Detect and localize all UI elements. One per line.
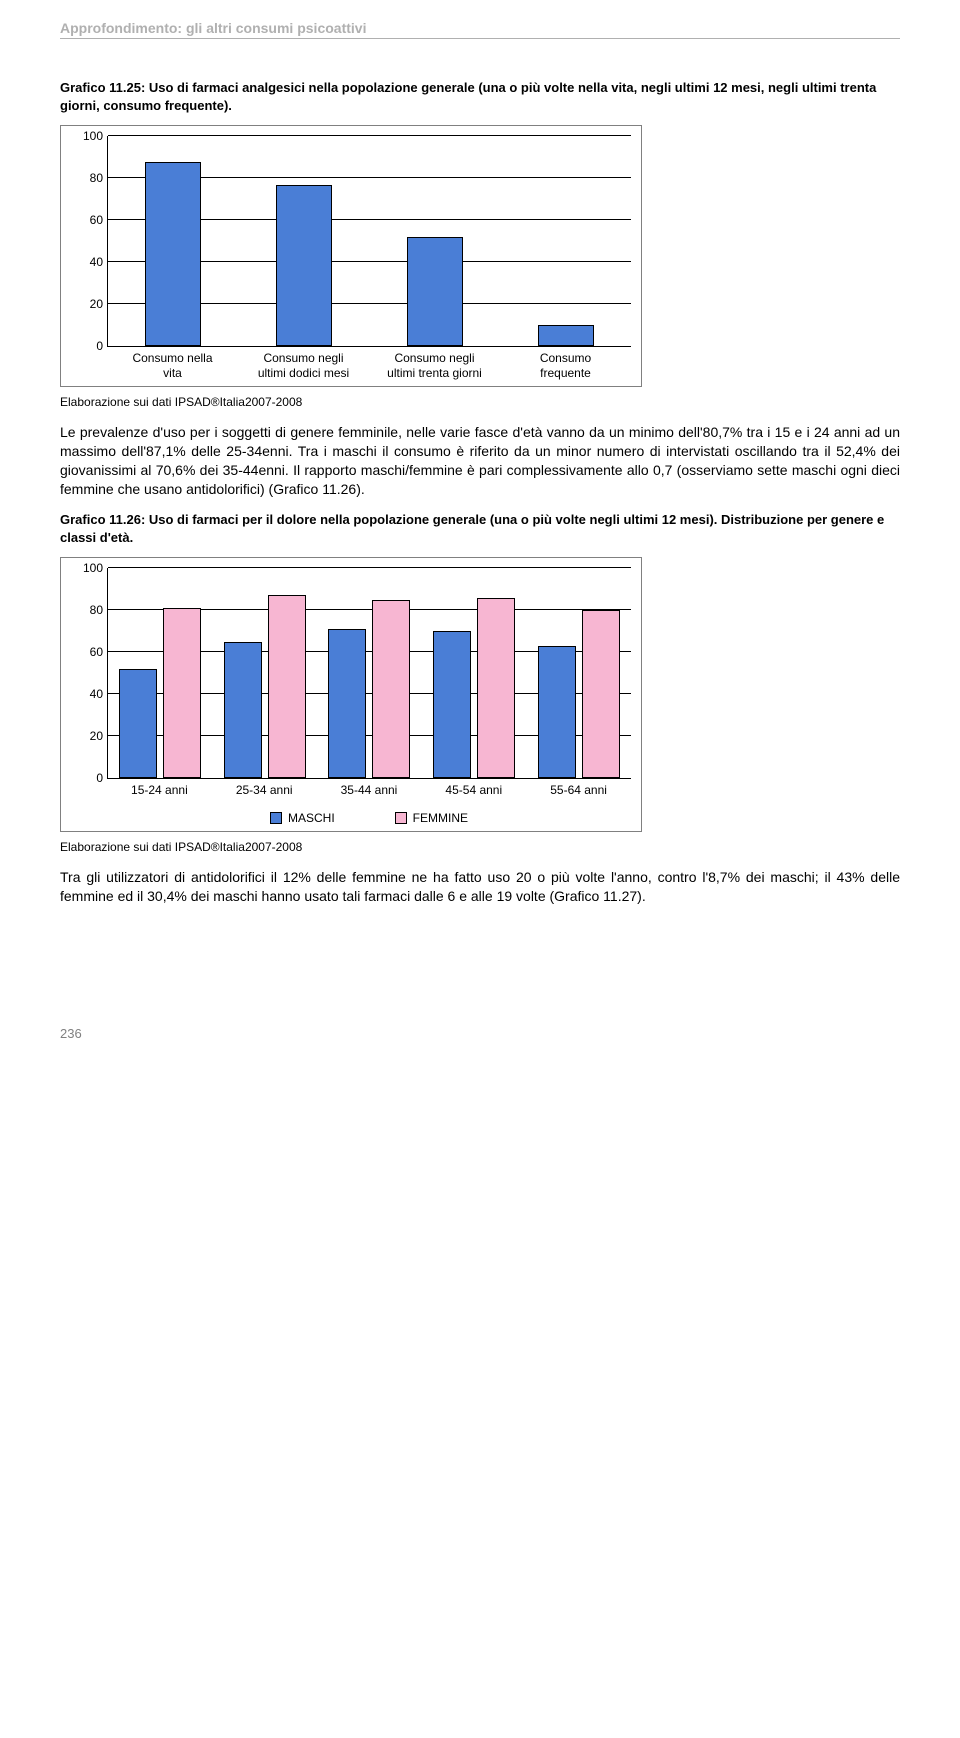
chart1-caption: Grafico 11.25: Uso di farmaci analgesici…	[60, 79, 900, 115]
x-label: 25-34 anni	[212, 783, 317, 797]
chart2-source: Elaborazione sui dati IPSAD®Italia2007-2…	[60, 840, 900, 854]
y-tick: 80	[71, 171, 103, 185]
chart1: 020406080100 Consumo nellavitaConsumo ne…	[60, 125, 642, 387]
y-tick: 60	[71, 213, 103, 227]
page-number: 236	[60, 1026, 900, 1041]
chart1-source: Elaborazione sui dati IPSAD®Italia2007-2…	[60, 395, 900, 409]
bar-maschi	[119, 669, 157, 778]
bar-group	[500, 136, 631, 346]
x-label: 35-44 anni	[317, 783, 422, 797]
y-tick: 60	[71, 645, 103, 659]
paragraph-2: Tra gli utilizzatori di antidolorifici i…	[60, 868, 900, 906]
bar	[276, 185, 332, 347]
bar-group	[317, 568, 422, 778]
x-label: Consumo negliultimi trenta giorni	[369, 351, 500, 380]
x-label: 55-64 anni	[526, 783, 631, 797]
bar-femmine	[372, 600, 410, 779]
bar-group	[213, 568, 318, 778]
bar-femmine	[582, 610, 620, 778]
bar-femmine	[163, 608, 201, 778]
bar-maschi	[538, 646, 576, 778]
bar	[407, 237, 463, 346]
y-tick: 40	[71, 687, 103, 701]
y-tick: 20	[71, 729, 103, 743]
y-tick: 0	[71, 339, 103, 353]
y-tick: 0	[71, 771, 103, 785]
legend-maschi: MASCHI	[270, 811, 335, 825]
bar	[145, 162, 201, 347]
y-tick: 100	[71, 129, 103, 143]
y-tick: 80	[71, 603, 103, 617]
bar-maschi	[328, 629, 366, 778]
bar-group	[108, 568, 213, 778]
y-tick: 40	[71, 255, 103, 269]
legend-label-m: MASCHI	[288, 811, 335, 825]
legend-label-f: FEMMINE	[413, 811, 468, 825]
paragraph-1: Le prevalenze d'uso per i soggetti di ge…	[60, 423, 900, 499]
bar-group	[526, 568, 631, 778]
bar-femmine	[268, 595, 306, 778]
bar-group	[370, 136, 501, 346]
y-tick: 20	[71, 297, 103, 311]
x-label: 15-24 anni	[107, 783, 212, 797]
bar-group	[108, 136, 239, 346]
x-label: Consumo nellavita	[107, 351, 238, 380]
legend-swatch-f	[395, 812, 407, 824]
chart2-caption: Grafico 11.26: Uso di farmaci per il dol…	[60, 511, 900, 547]
bar	[538, 325, 594, 346]
legend-femmine: FEMMINE	[395, 811, 468, 825]
y-tick: 100	[71, 561, 103, 575]
bar-maschi	[433, 631, 471, 778]
bar-group	[422, 568, 527, 778]
chart2-legend: MASCHI FEMMINE	[107, 811, 631, 825]
x-label: 45-54 anni	[421, 783, 526, 797]
page-header: Approfondimento: gli altri consumi psico…	[60, 20, 900, 39]
legend-swatch-m	[270, 812, 282, 824]
bar-femmine	[477, 598, 515, 779]
chart2: 0 20 40 60 80 100 15-24 anni25-34 anni35-44 a…	[60, 557, 642, 832]
bar-group	[239, 136, 370, 346]
bar-maschi	[224, 642, 262, 779]
x-label: Consumofrequente	[500, 351, 631, 380]
x-label: Consumo negliultimi dodici mesi	[238, 351, 369, 380]
